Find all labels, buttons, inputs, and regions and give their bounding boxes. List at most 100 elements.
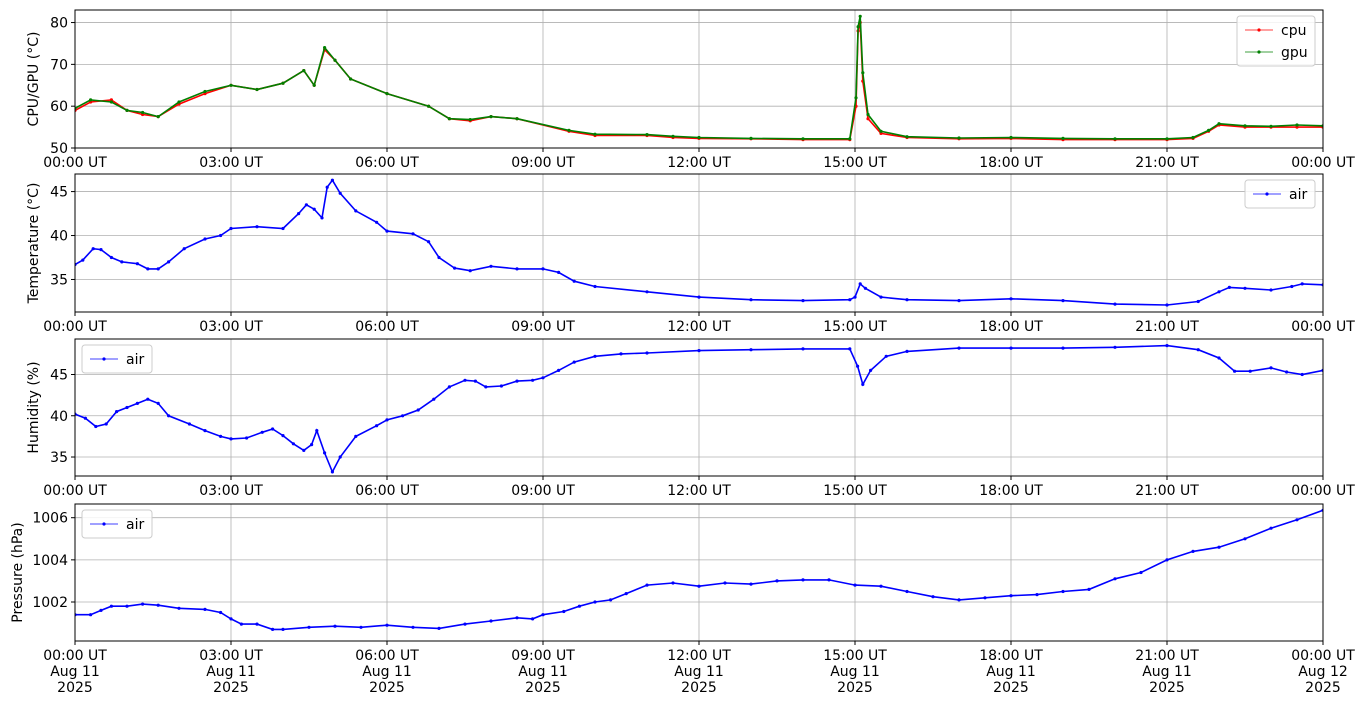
- x-tick-label: 03:00 UT: [199, 319, 263, 335]
- data-point-air: [385, 418, 389, 422]
- subplot-2: 35 40 45 00:00 UT 03:00 UT 06:00 UT 09:00 UT 12…: [26, 173, 1355, 335]
- x-tick-label-line: 2025: [681, 680, 717, 696]
- data-point-air: [1243, 537, 1247, 541]
- data-point-air: [229, 617, 233, 621]
- data-point-gpu: [749, 136, 753, 140]
- x-tick-label: 09:00 UT: [511, 155, 575, 171]
- x-tick-label-line: 21:00 UT: [1135, 648, 1199, 664]
- data-point-air: [333, 624, 337, 628]
- y-axis-label: Temperature (°C): [26, 183, 42, 305]
- x-tick-label: 12:00 UT Aug 11 2025: [667, 648, 731, 696]
- data-point-air: [120, 260, 124, 264]
- data-point-air: [427, 240, 431, 244]
- data-point-gpu: [1165, 137, 1169, 141]
- x-tick-label: 21:00 UT: [1135, 319, 1199, 335]
- data-point-gpu: [1009, 135, 1013, 140]
- y-axis-label: CPU/GPU (°C): [26, 32, 42, 127]
- data-point-air: [1165, 344, 1169, 348]
- data-point-air: [312, 207, 316, 211]
- data-point-gpu: [281, 81, 285, 85]
- data-point-air: [879, 584, 883, 588]
- data-point-air: [463, 622, 467, 626]
- data-point-air: [315, 429, 319, 433]
- x-tick-label-line: Aug 11: [362, 664, 412, 680]
- data-point-air: [515, 616, 519, 620]
- data-point-air: [401, 414, 405, 418]
- legend-marker-cpu: [1257, 28, 1261, 32]
- data-point-gpu: [447, 117, 451, 121]
- data-point-gpu: [203, 89, 207, 94]
- data-point-gpu: [879, 129, 883, 133]
- data-point-air: [416, 408, 420, 412]
- data-point-air: [1227, 285, 1231, 289]
- data-point-gpu: [957, 136, 961, 140]
- data-point-air: [593, 284, 597, 289]
- x-tick-label-line: Aug 11: [50, 664, 100, 680]
- y-tick-label: 80: [50, 16, 68, 32]
- data-point-air: [141, 602, 145, 606]
- data-point-air: [94, 424, 98, 429]
- x-tick-label-line: 00:00 UT: [43, 319, 107, 335]
- series-line-air: [75, 178, 1323, 306]
- x-tick-label-line: 06:00 UT: [355, 319, 419, 335]
- data-point-air: [983, 596, 987, 600]
- x-tick-label-line: 15:00 UT: [823, 648, 887, 664]
- x-tick-label: 21:00 UT: [1135, 483, 1199, 499]
- data-point-air: [1165, 558, 1169, 562]
- legend-marker-air: [102, 357, 106, 361]
- data-point-air: [1113, 345, 1117, 349]
- legend-label-air: air: [126, 352, 144, 368]
- data-point-air: [1217, 545, 1221, 549]
- data-point-air: [1217, 290, 1221, 294]
- data-point-gpu: [156, 115, 160, 119]
- data-point-air: [1233, 369, 1237, 373]
- data-point-gpu: [593, 132, 597, 136]
- data-point-air: [135, 262, 139, 266]
- x-tick-label-line: 2025: [213, 680, 249, 696]
- data-point-air: [572, 360, 576, 364]
- x-tick-label-line: 18:00 UT: [979, 483, 1043, 499]
- data-point-air: [437, 626, 441, 631]
- data-point-air: [291, 442, 295, 446]
- data-point-gpu: [302, 69, 306, 73]
- data-point-air: [146, 397, 150, 401]
- data-point-air: [905, 349, 909, 353]
- data-point-air: [109, 255, 113, 260]
- data-point-air: [697, 349, 701, 353]
- data-point-air: [905, 298, 909, 302]
- x-tick-label: 06:00 UT Aug 11 2025: [355, 648, 419, 696]
- data-point-air: [531, 617, 535, 621]
- data-point-air: [260, 430, 264, 434]
- x-tick-label-line: 21:00 UT: [1135, 319, 1199, 335]
- data-point-air: [109, 604, 113, 608]
- x-tick-label: 06:00 UT: [355, 155, 419, 171]
- x-tick-label-line: 15:00 UT: [823, 319, 887, 335]
- x-tick-label-line: 00:00 UT: [1291, 648, 1355, 664]
- data-point-air: [203, 429, 207, 433]
- data-point-air: [1061, 299, 1065, 303]
- data-point-air: [323, 451, 327, 455]
- y-axis-label: Humidity (%): [26, 361, 42, 453]
- data-point-air: [156, 401, 160, 405]
- x-tick-label: 09:00 UT: [511, 483, 575, 499]
- x-tick-label: 06:00 UT: [355, 319, 419, 335]
- x-tick-label-line: Aug 11: [518, 664, 568, 680]
- x-tick-label-line: 03:00 UT: [199, 319, 263, 335]
- x-tick-label-line: 2025: [57, 680, 93, 696]
- x-tick-label: 00:00 UT: [43, 483, 107, 499]
- data-point-gpu: [255, 87, 259, 92]
- data-point-gpu: [177, 100, 181, 104]
- data-point-gpu: [229, 83, 233, 87]
- data-point-gpu: [109, 100, 113, 104]
- legend-marker-air: [1265, 192, 1269, 196]
- data-point-air: [229, 437, 233, 441]
- data-point-air: [463, 378, 467, 382]
- data-point-gpu: [645, 133, 649, 137]
- data-point-air: [541, 267, 545, 271]
- x-tick-label: 09:00 UT: [511, 319, 575, 335]
- data-point-gpu: [1061, 136, 1065, 140]
- data-point-air: [775, 579, 779, 583]
- data-point-gpu: [866, 112, 870, 117]
- data-point-air: [801, 578, 805, 582]
